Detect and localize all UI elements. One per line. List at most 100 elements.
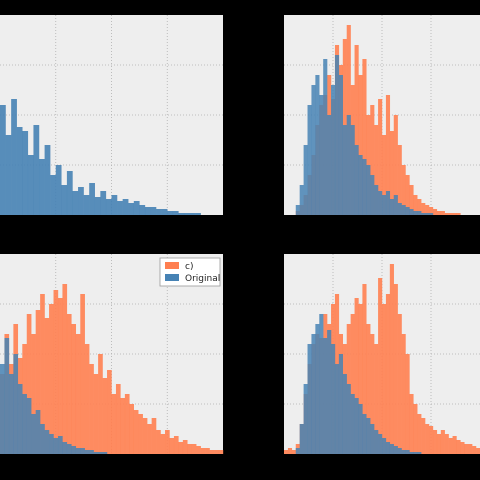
histogram-bar [287, 448, 293, 454]
histogram-bar [139, 205, 146, 215]
histogram-bar [307, 105, 312, 215]
histogram-bar [165, 430, 170, 454]
histogram-bar [358, 75, 363, 215]
histogram-bar [425, 213, 430, 215]
histogram-bar [323, 59, 328, 215]
histogram-bar [464, 444, 469, 454]
histogram-bar [389, 444, 394, 454]
histogram-bar [370, 334, 375, 454]
histogram-bar [401, 334, 406, 454]
histogram-bar [405, 450, 410, 454]
histogram-bar [382, 135, 387, 215]
histogram-bar [393, 284, 398, 454]
histogram-bar [303, 145, 308, 215]
histogram-bar [327, 115, 332, 215]
histogram-bar [378, 434, 383, 454]
histogram-bar [374, 185, 379, 215]
histogram-bar [323, 338, 328, 454]
histogram-bar [382, 304, 387, 454]
histogram-bar [93, 374, 99, 454]
histogram-bar [94, 197, 101, 215]
histogram-bar [27, 155, 34, 215]
histogram-bar [397, 145, 402, 215]
histogram-bar [156, 209, 162, 215]
histogram-bar [22, 131, 29, 215]
histogram-bar [425, 424, 430, 454]
histogram-bar [89, 183, 95, 215]
histogram-bar [71, 324, 77, 454]
histogram-bar [370, 175, 375, 215]
histogram-bar [26, 314, 32, 454]
histogram-bar [393, 115, 398, 215]
histogram-bar [432, 430, 438, 454]
histogram-bar [299, 424, 304, 454]
histogram-bar [0, 105, 6, 215]
histogram-bar [417, 211, 422, 215]
histogram-bar [452, 436, 457, 454]
histogram-bar [338, 75, 343, 215]
histogram-bar [191, 444, 197, 454]
histogram-bar [389, 264, 394, 454]
panel-top-right [284, 15, 480, 215]
histogram-bar [75, 448, 81, 454]
histogram-bar [182, 440, 188, 454]
histogram-bar [397, 203, 402, 215]
histogram-bar [57, 436, 63, 454]
histogram-bar [315, 324, 320, 454]
histogram-bar [378, 278, 383, 454]
histogram-bar [303, 384, 308, 454]
histogram-bar [124, 394, 130, 454]
histogram-bar [209, 450, 215, 454]
histogram-bar [44, 430, 50, 454]
histogram-bar [35, 410, 41, 454]
histogram-bar [62, 442, 68, 454]
histogram-bar [385, 294, 391, 454]
histogram-bar [354, 45, 359, 215]
histogram-bar [382, 438, 387, 454]
histogram-bar [284, 450, 289, 454]
histogram-bar [133, 410, 139, 454]
histogram-bar [311, 85, 316, 215]
histogram-bar [173, 436, 179, 454]
histogram-bar [452, 213, 457, 215]
histogram-bar [311, 334, 316, 454]
bars [0, 284, 224, 454]
histogram-bar [429, 207, 434, 215]
histogram-bar [460, 442, 465, 454]
histogram-bar [83, 195, 90, 215]
histogram-bar [120, 398, 126, 454]
histogram-bar [57, 298, 63, 454]
histogram-bar [389, 131, 394, 215]
histogram-bar [22, 394, 27, 454]
histogram-bar [16, 127, 23, 215]
legend-label-original: Original [185, 274, 220, 284]
histogram-bar [4, 338, 10, 454]
histogram-bar [468, 444, 473, 454]
histogram-bar [334, 364, 340, 454]
histogram-bar [436, 211, 441, 215]
histogram-bar [354, 298, 359, 454]
histogram-bar [128, 203, 134, 215]
histogram-bar [161, 209, 168, 215]
histogram-bar [44, 318, 50, 454]
histogram-bar [40, 424, 45, 454]
histogram-bar [362, 59, 367, 215]
histogram-bar [26, 398, 32, 454]
histogram-bar [444, 434, 449, 454]
histogram-bar [5, 135, 12, 215]
histogram-bar [44, 145, 51, 215]
panel-bottom-left [0, 254, 224, 454]
histogram-bar [138, 414, 143, 454]
histogram-bar [89, 450, 94, 454]
histogram-bar [107, 370, 112, 454]
histogram-bar [105, 199, 112, 215]
histogram-bar [440, 211, 445, 215]
histogram-bar [346, 115, 351, 215]
histogram-bar [362, 159, 367, 215]
histogram-bar [354, 398, 359, 454]
histogram-bar [366, 324, 371, 454]
histogram-bar [378, 99, 383, 215]
histogram-bar [397, 314, 402, 454]
histogram-bar [405, 354, 410, 454]
histogram-bar [78, 187, 84, 215]
